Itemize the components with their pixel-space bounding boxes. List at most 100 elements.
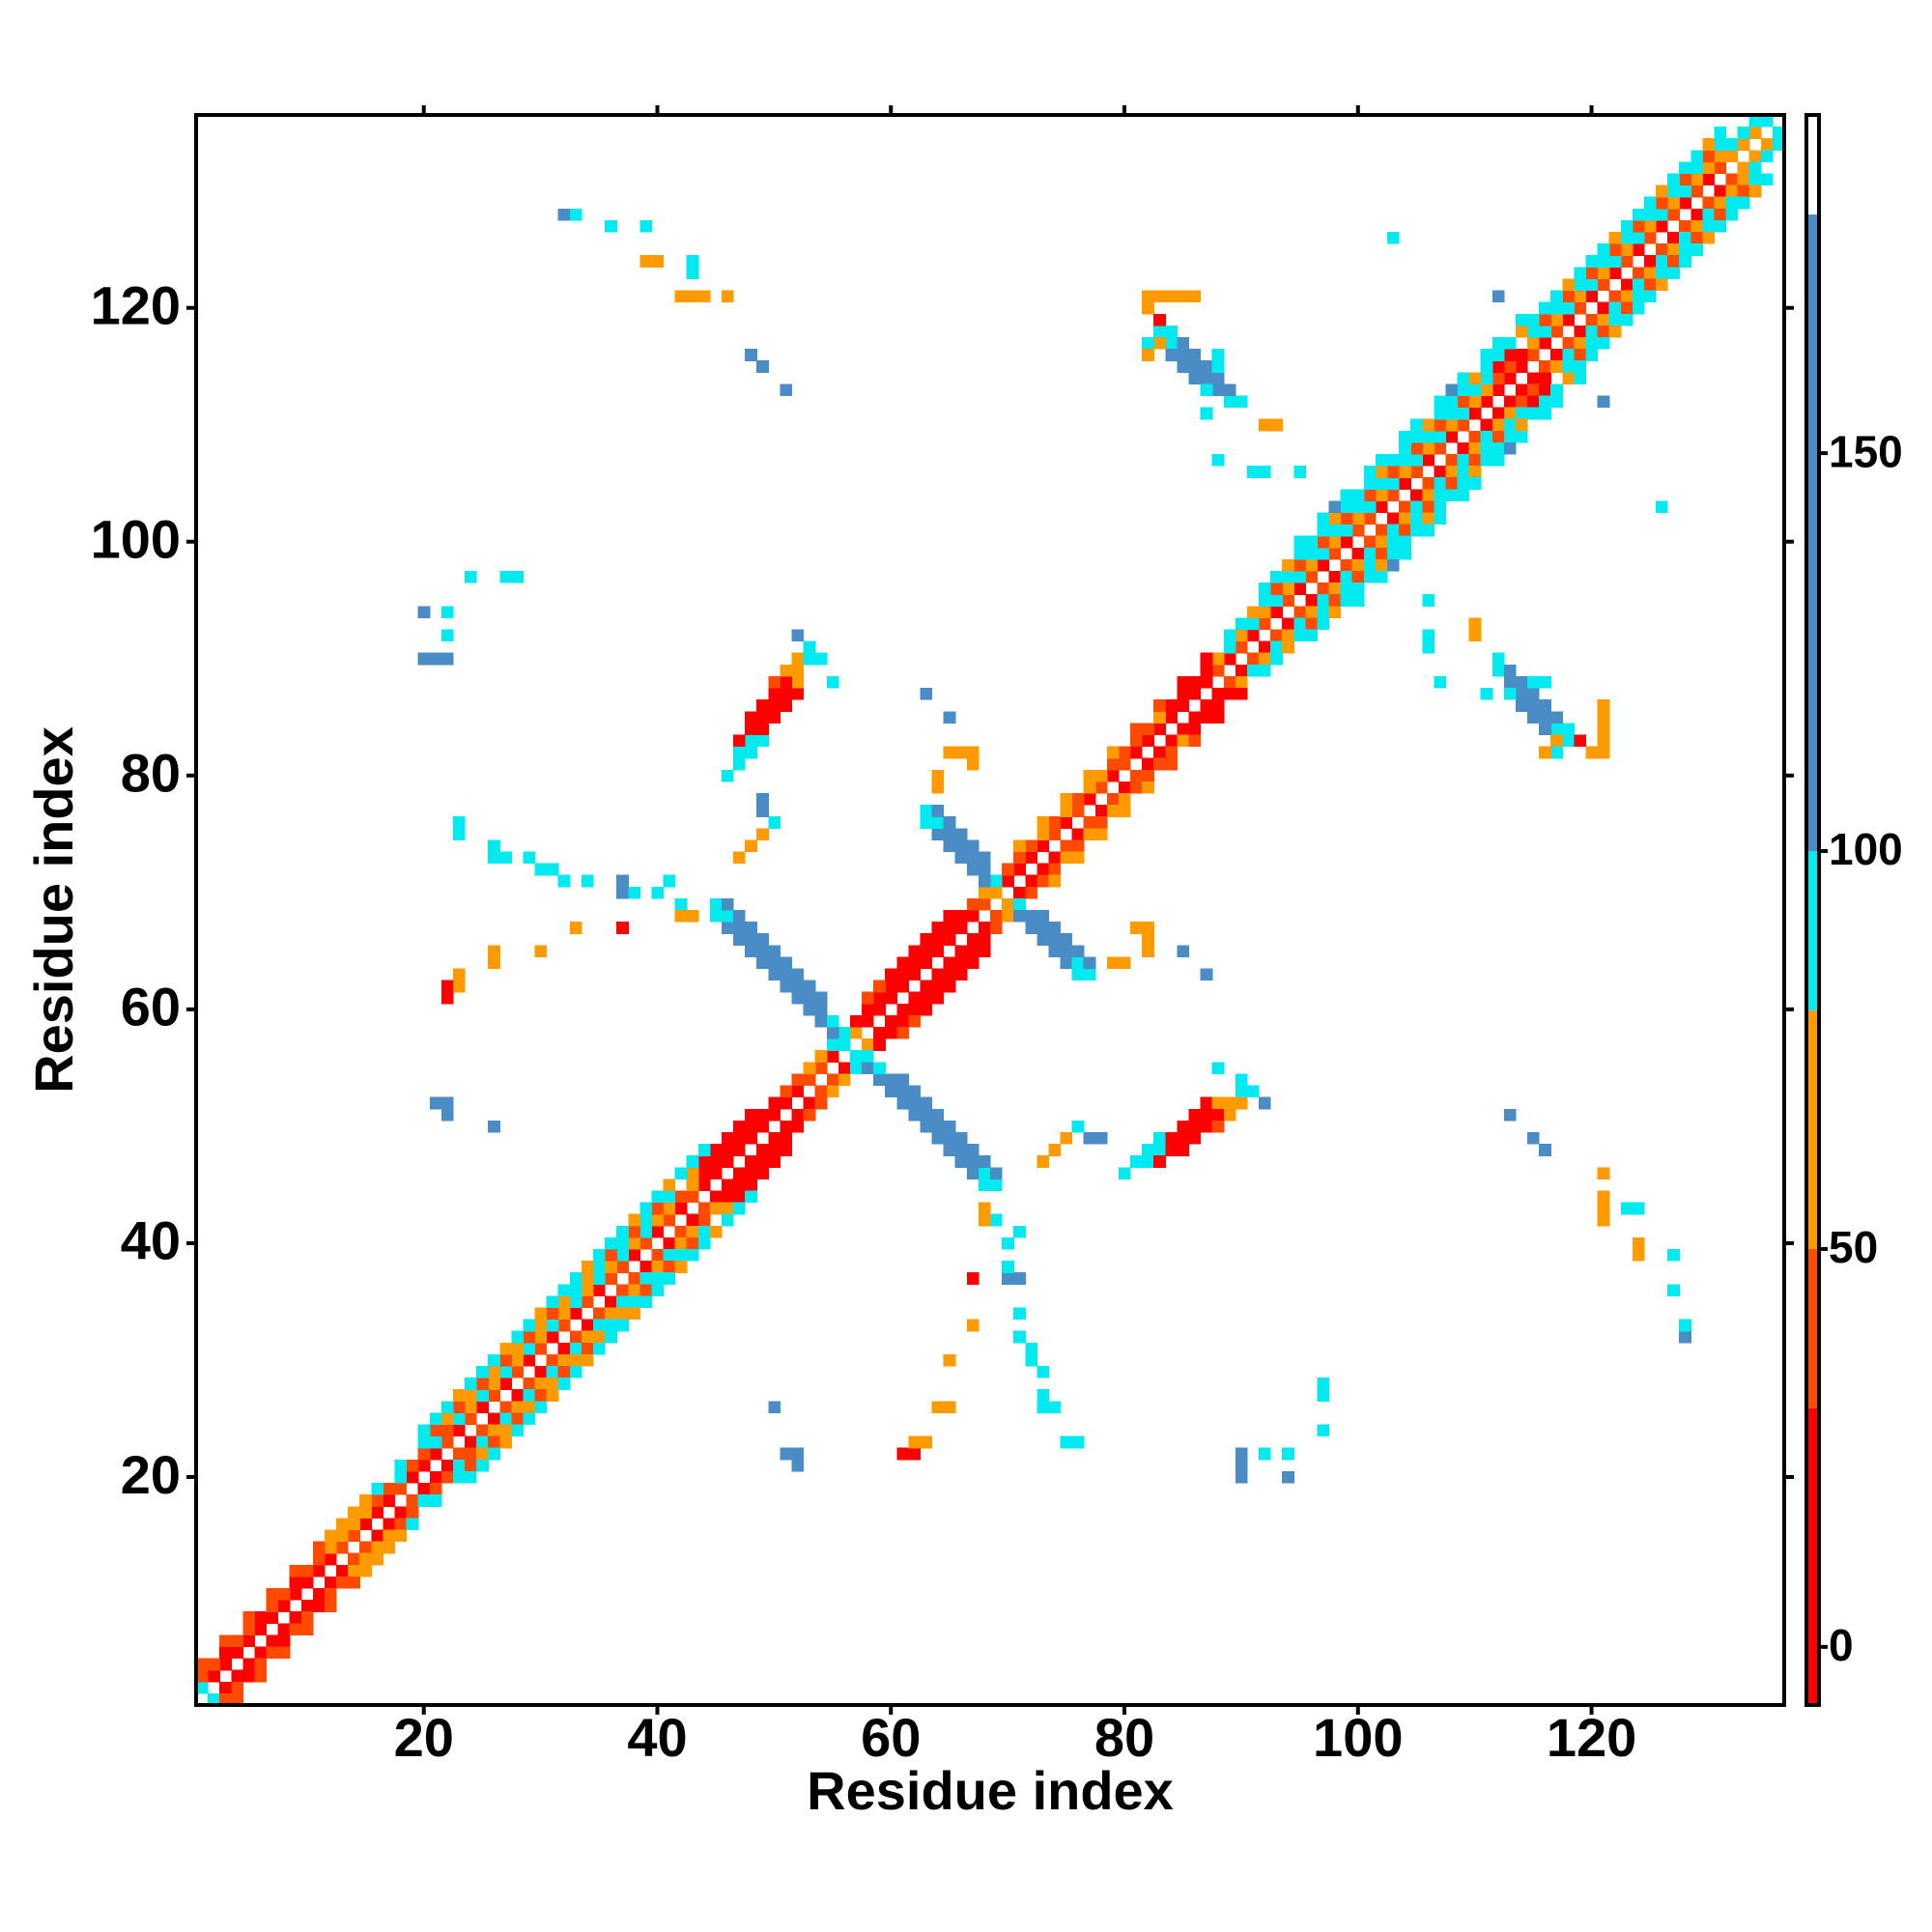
heatmap-cell: [1363, 500, 1377, 514]
heatmap-cell: [534, 1389, 548, 1402]
heatmap-cell: [1118, 956, 1131, 970]
heatmap-cell: [546, 1378, 559, 1390]
heatmap-cell: [1679, 1330, 1691, 1344]
heatmap-cell: [1211, 711, 1225, 724]
heatmap-cell: [756, 734, 769, 748]
heatmap-cell: [1620, 232, 1634, 244]
heatmap-cell: [1363, 477, 1377, 490]
heatmap-cell: [1363, 466, 1377, 478]
heatmap-cell: [1071, 851, 1085, 865]
heatmap-cell: [1037, 1389, 1050, 1402]
heatmap-cell: [1340, 594, 1353, 607]
y-tick-label: 120: [91, 274, 181, 335]
heatmap-cell: [1539, 711, 1551, 724]
heatmap-cell: [1515, 360, 1528, 373]
heatmap-cell: [1048, 1144, 1062, 1156]
heatmap-cell: [1562, 723, 1576, 736]
heatmap-cell: [196, 1669, 209, 1683]
heatmap-cell: [208, 1669, 220, 1683]
heatmap-cell: [1550, 325, 1563, 338]
heatmap-cell: [920, 991, 933, 1005]
heatmap-cell: [814, 1085, 828, 1098]
heatmap-cell: [1200, 407, 1213, 420]
heatmap-cell: [943, 1120, 956, 1133]
heatmap-cell: [569, 208, 582, 221]
heatmap-cell: [1608, 325, 1622, 338]
heatmap-cell: [931, 1401, 945, 1414]
heatmap-cell: [628, 1213, 640, 1227]
heatmap-cell: [826, 1050, 839, 1063]
heatmap-cell: [440, 1459, 454, 1472]
heatmap-cell: [978, 933, 991, 946]
heatmap-cell: [733, 910, 746, 923]
heatmap-cell: [791, 980, 805, 993]
heatmap-cell: [1527, 699, 1540, 712]
heatmap-cell: [1492, 336, 1505, 350]
heatmap-cell: [1188, 1108, 1202, 1122]
heatmap-cell: [569, 1295, 582, 1309]
heatmap-cell: [1667, 243, 1680, 256]
heatmap-cell: [1211, 372, 1225, 384]
heatmap-cell: [803, 980, 816, 993]
heatmap-cell: [745, 839, 757, 853]
heatmap-cell: [756, 1120, 769, 1133]
heatmap-cell: [523, 1330, 536, 1344]
heatmap-cell: [394, 1518, 408, 1531]
heatmap-cell: [1037, 1155, 1050, 1168]
heatmap-cell: [1539, 1144, 1551, 1156]
heatmap-cell: [499, 571, 512, 583]
heatmap-cell: [1048, 945, 1062, 958]
heatmap-cell: [745, 922, 757, 934]
heatmap-cell: [476, 1401, 489, 1414]
heatmap-cell: [1620, 301, 1634, 315]
y-tick-label: 100: [91, 509, 181, 570]
heatmap-cell: [1351, 512, 1365, 526]
heatmap-cell: [465, 1378, 477, 1390]
heatmap-cell: [931, 828, 945, 840]
heatmap-cell: [1270, 571, 1283, 583]
heatmap-cell: [768, 699, 781, 712]
heatmap-cell: [1235, 1085, 1248, 1098]
heatmap-cell: [1211, 384, 1225, 397]
heatmap-cell: [896, 1073, 909, 1087]
heatmap-cell: [1142, 336, 1154, 350]
heatmap-cell: [1211, 1096, 1225, 1110]
heatmap-cell: [1574, 267, 1587, 280]
heatmap-cell: [849, 1050, 863, 1063]
heatmap-cell: [593, 1261, 606, 1273]
heatmap-cell: [605, 1330, 617, 1344]
heatmap-cell: [1177, 675, 1190, 689]
heatmap-cell: [1153, 325, 1166, 338]
heatmap-cell: [686, 1167, 699, 1179]
heatmap-cell: [721, 1179, 734, 1192]
heatmap-cell: [1235, 664, 1248, 677]
heatmap-cell: [1223, 1108, 1236, 1122]
heatmap-cell: [1667, 255, 1680, 268]
heatmap-cell: [1643, 232, 1657, 244]
heatmap-cell: [440, 991, 454, 1005]
heatmap-cell: [1200, 384, 1213, 397]
heatmap-cell: [1585, 313, 1599, 327]
heatmap-cell: [791, 1459, 805, 1472]
heatmap-cell: [1270, 652, 1283, 666]
heatmap-cell: [1013, 886, 1026, 899]
heatmap-cell: [417, 1483, 431, 1495]
heatmap-cell: [1013, 863, 1026, 876]
heatmap-cell: [791, 991, 805, 1005]
heatmap-cell: [1468, 629, 1482, 642]
heatmap-cell: [1597, 395, 1610, 409]
heatmap-cell: [499, 1353, 512, 1367]
heatmap-cell: [1620, 313, 1634, 327]
heatmap-cell: [312, 1541, 326, 1554]
heatmap-cell: [1679, 255, 1691, 268]
heatmap-cell: [943, 1144, 956, 1156]
heatmap-cell: [709, 1144, 723, 1156]
heatmap-cell: [1492, 360, 1505, 373]
heatmap-cell: [1375, 558, 1388, 572]
heatmap-cell: [780, 956, 793, 970]
heatmap-cell: [908, 1108, 922, 1122]
heatmap-cell: [1399, 547, 1411, 560]
heatmap-cell: [1574, 734, 1587, 748]
heatmap-cell: [1515, 699, 1528, 712]
heatmap-cell: [1305, 606, 1319, 619]
